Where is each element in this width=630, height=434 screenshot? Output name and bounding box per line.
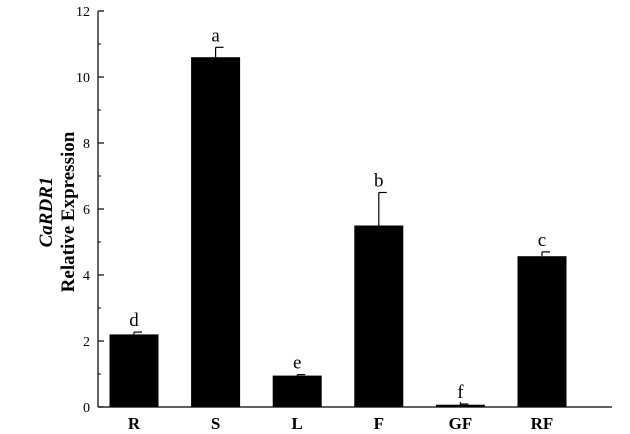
y-tick-label: 0	[83, 401, 90, 416]
y-tick-label: 10	[76, 71, 90, 86]
significance-label-s: a	[211, 25, 220, 46]
y-tick-label: 8	[83, 137, 90, 152]
x-tick-label-gf: GF	[449, 414, 473, 433]
error-bar-r	[133, 331, 142, 335]
y-axis-label-gene: CaRDR1	[36, 177, 57, 248]
bar-l	[272, 375, 322, 407]
significance-label-f: b	[374, 171, 384, 192]
significance-label-r: d	[129, 310, 139, 331]
y-tick-label: 6	[83, 203, 90, 218]
bar-s	[191, 57, 241, 407]
error-bar-rf	[541, 251, 550, 257]
x-tick-label-f: F	[374, 414, 384, 433]
significance-label-gf: f	[457, 382, 464, 403]
error-bar-f	[378, 191, 387, 226]
error-bar-gf	[459, 403, 469, 405]
bar-f	[354, 225, 404, 407]
y-tick-label: 4	[83, 269, 90, 284]
y-axis-label: CaRDR1 Relative Expression	[36, 131, 79, 292]
significance-label-l: e	[293, 353, 301, 374]
x-tick-label-l: L	[292, 414, 303, 433]
error-bar-s	[215, 46, 224, 58]
bar-rf	[517, 256, 567, 407]
x-tick-label-r: R	[128, 414, 141, 433]
x-tick-label-rf: RF	[531, 414, 554, 433]
y-axis-label-text: Relative Expression	[58, 131, 79, 292]
y-tick-label: 2	[83, 335, 90, 350]
bar-r	[109, 334, 159, 407]
error-bar-l	[296, 374, 306, 376]
y-tick-label: 12	[76, 5, 90, 20]
significance-label-rf: c	[538, 230, 546, 251]
x-tick-label-s: S	[211, 414, 220, 433]
